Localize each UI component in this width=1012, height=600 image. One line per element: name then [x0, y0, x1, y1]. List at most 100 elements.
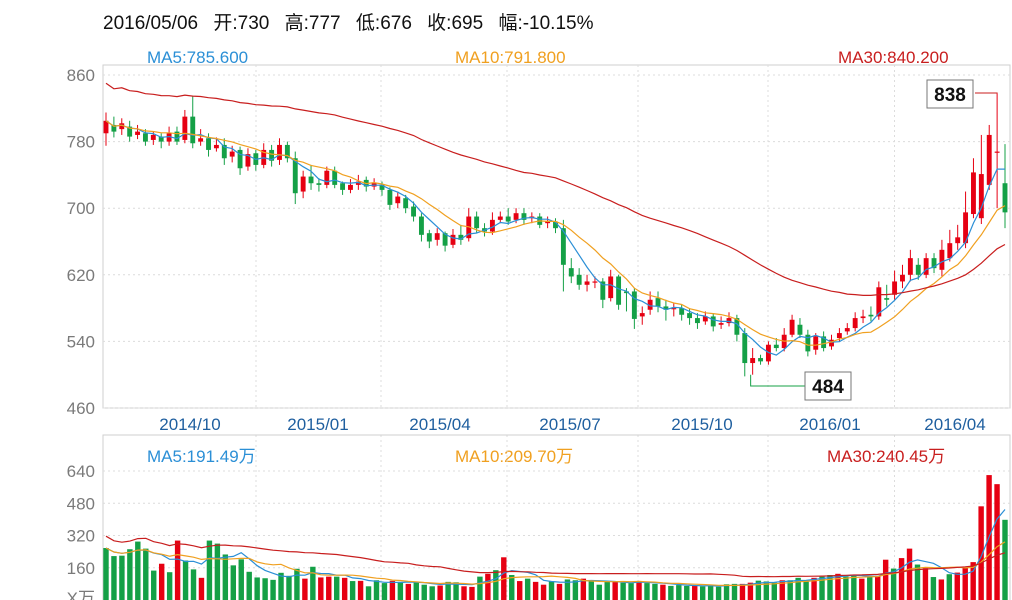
low-callout-leader: [750, 374, 805, 387]
volume-bar: [349, 581, 356, 600]
volume-bar: [166, 572, 173, 600]
candle-body: [379, 184, 385, 190]
candle-body: [237, 149, 243, 169]
high-callout-value: 838: [934, 85, 966, 106]
candle-body: [695, 318, 700, 324]
volume-bar: [485, 573, 491, 600]
date-tick-label: 2015/07: [539, 415, 600, 434]
candle-body: [592, 281, 598, 283]
candle-body: [852, 318, 858, 329]
candle-body: [395, 196, 401, 204]
volume-bar: [731, 583, 738, 600]
candle-body: [103, 120, 109, 134]
volume-bar: [381, 583, 388, 600]
volume-bar: [548, 581, 555, 600]
date-tick-label: 2016/04: [924, 415, 985, 434]
volume-bar: [620, 582, 626, 600]
volume-bar: [843, 576, 849, 600]
date-tick-label: 2015/04: [409, 415, 470, 434]
volume-bar: [326, 576, 332, 600]
volume-bar: [254, 577, 260, 600]
candle-body: [545, 221, 551, 224]
volume-bar: [946, 574, 953, 600]
volume-plot-frame: [102, 434, 1011, 600]
volume-bar: [930, 577, 937, 600]
volume-bar: [373, 580, 380, 600]
volume-bar: [882, 559, 889, 600]
volume-bar: [628, 583, 634, 600]
volume-y-tick-label: 480: [67, 494, 95, 513]
volume-ma30-line: [105, 535, 1006, 578]
date-tick-label: 2014/10: [159, 415, 220, 434]
volume-bar: [747, 582, 754, 600]
date-tick-label: 2015/01: [287, 415, 348, 434]
volume-bar: [739, 583, 746, 600]
candle-body: [616, 276, 622, 305]
volume-bar: [461, 586, 467, 600]
volume-bar: [230, 565, 236, 600]
volume-bar: [445, 581, 451, 600]
candle-body: [489, 219, 495, 232]
price-y-tick-label: 700: [67, 199, 95, 218]
candle-body: [576, 274, 582, 285]
candle-body: [403, 198, 409, 209]
candle-body: [631, 291, 637, 319]
candle-body: [553, 221, 558, 229]
volume-bar: [604, 581, 610, 600]
candle-body: [884, 298, 890, 300]
volume-bar: [715, 586, 722, 600]
candle-body: [142, 133, 148, 142]
candle-body: [229, 151, 235, 157]
volume-bar: [859, 578, 865, 600]
volume-bar: [914, 564, 921, 600]
volume-bar: [437, 585, 443, 600]
volume-bar: [190, 569, 197, 600]
candle-body: [340, 183, 346, 190]
low-callout-box: [804, 371, 852, 401]
volume-bar: [556, 583, 563, 600]
volume-bar: [811, 577, 817, 600]
candle-body: [324, 170, 330, 185]
candle-body: [671, 308, 677, 310]
volume-bar: [143, 548, 149, 600]
candle-body: [836, 333, 842, 339]
volume-bar: [906, 548, 913, 600]
volume-bar: [397, 581, 404, 600]
candle-body: [221, 144, 227, 159]
candle-body: [119, 123, 125, 130]
candle-body: [765, 344, 771, 362]
volume-bar: [238, 559, 244, 600]
volume-bar: [922, 568, 929, 600]
candle-body: [348, 184, 353, 190]
candle-body: [900, 274, 905, 282]
date-tick-label: 2015/10: [671, 415, 732, 434]
price-y-tick-label: 540: [67, 332, 95, 351]
volume-bar: [644, 583, 650, 600]
volume-bar: [302, 578, 308, 600]
volume-bar: [898, 558, 905, 600]
volume-bar: [278, 572, 284, 600]
candle-body: [269, 149, 275, 161]
header-date: 2016/05/06: [103, 13, 199, 34]
volume-bar: [286, 575, 292, 600]
volume-bar: [867, 576, 873, 600]
candle-body: [663, 306, 669, 310]
candle-body: [844, 328, 850, 332]
candle-body: [702, 316, 708, 322]
candle-body: [608, 276, 614, 299]
candle-body: [758, 358, 763, 362]
candle-body: [868, 314, 874, 317]
volume-bar: [206, 540, 213, 600]
volume-bar: [151, 570, 157, 600]
volume-bar: [588, 580, 595, 600]
volume-bar: [405, 583, 412, 600]
candle-body: [742, 333, 748, 364]
volume-bar: [429, 586, 435, 600]
header-close: 收:695: [427, 13, 484, 34]
volume-bar: [413, 581, 419, 600]
volume-bar: [493, 570, 499, 600]
candle-body: [829, 339, 834, 347]
candle-body: [931, 258, 937, 269]
candle-body: [947, 243, 953, 259]
candle-body: [963, 212, 969, 244]
